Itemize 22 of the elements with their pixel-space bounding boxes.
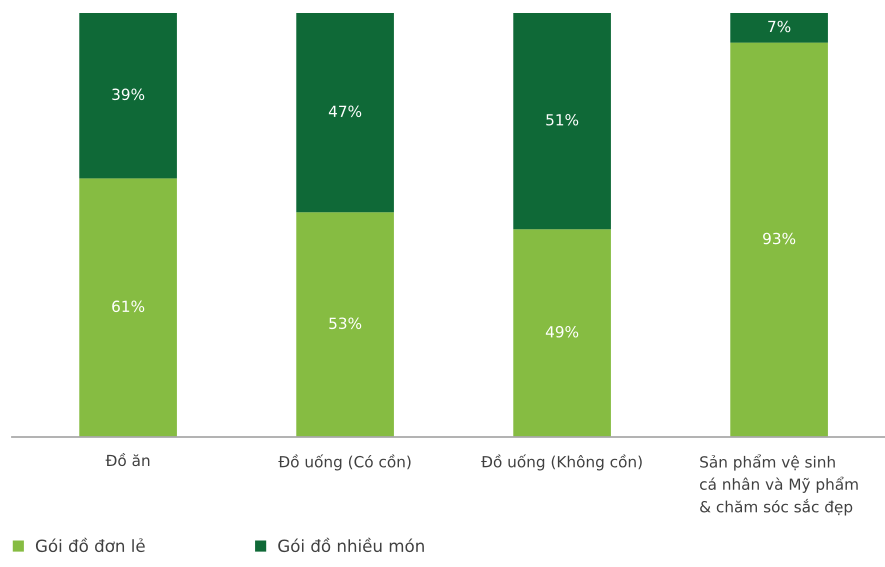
data-label: 53% (329, 318, 362, 330)
bar (79, 13, 177, 178)
bar (513, 13, 611, 230)
bar (296, 212, 394, 437)
data-label: 7% (768, 20, 790, 32)
data-label: 49% (546, 326, 578, 338)
legend-label: Gói đồ đơn lẻ (36, 538, 145, 552)
data-label: 51% (546, 114, 578, 126)
x-tick-label: Đồ ăn (106, 453, 150, 466)
x-tick-label: Sản phẩm vệ sinh cá nhân và Mỹ phẩm & chăm sóc sắc đẹp (700, 454, 858, 516)
data-label: 39% (112, 88, 144, 100)
data-label: 47% (328, 106, 362, 118)
x-tick-label: Đồ uống (Không cồn) (481, 454, 642, 470)
data-label: 93% (763, 232, 796, 244)
bar (296, 13, 394, 212)
bar (730, 42, 828, 437)
bar (730, 13, 828, 43)
bar (79, 178, 177, 437)
legend-label: Gói đồ nhiều món (278, 538, 424, 552)
data-label: 61% (112, 300, 144, 312)
bar (513, 229, 611, 437)
x-tick-label: Đồ uống (Có cồn) (278, 454, 411, 470)
